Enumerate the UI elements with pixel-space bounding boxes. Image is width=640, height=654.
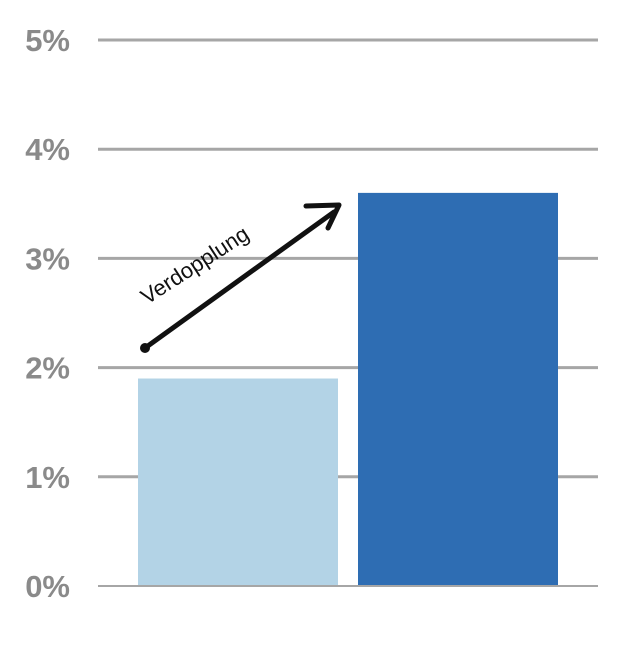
y-tick-label-5: 5% [25, 23, 70, 58]
y-axis-tick-labels: 0% 1% 2% 3% 4% 5% [25, 23, 70, 604]
bar-2 [358, 192, 558, 586]
annotation-arrow-start-dot [140, 343, 150, 353]
y-tick-label-4: 4% [25, 132, 70, 167]
annotation-arrow-icon [142, 209, 337, 351]
annotation: Verdopplung [136, 202, 342, 353]
y-tick-label-3: 3% [25, 241, 70, 276]
y-tick-label-2: 2% [25, 351, 70, 386]
bar-1 [138, 378, 338, 586]
y-tick-label-1: 1% [25, 460, 70, 495]
bars [138, 192, 558, 586]
y-tick-label-0: 0% [25, 569, 70, 604]
annotation-label-verdopplung: Verdopplung [136, 221, 253, 309]
annotation-arrowhead-icon [303, 202, 342, 231]
